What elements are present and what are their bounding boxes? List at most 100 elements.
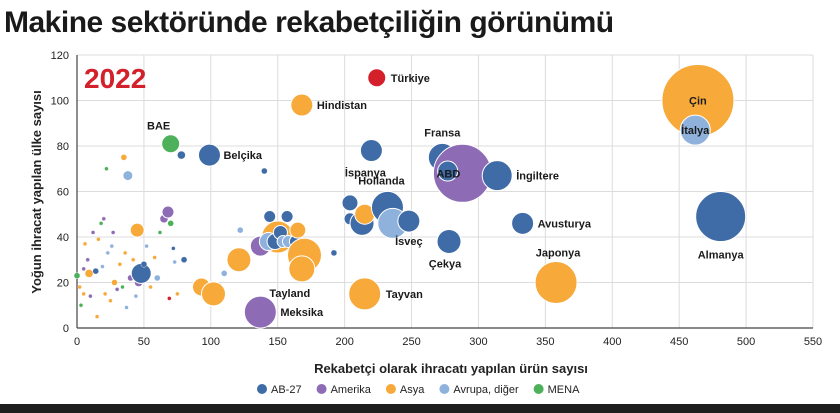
bubble [180,256,188,263]
x-tick-label: 450 [670,336,688,348]
bubble [82,241,88,247]
y-tick-label: 80 [57,141,69,153]
legend-item: Amerika [331,384,372,396]
x-tick-label: 300 [469,336,487,348]
x-tick-label: 250 [402,336,420,348]
page-title: Makine sektöründe rekabetçiliğin görünüm… [4,6,614,39]
bubble-label: Almanya [698,250,745,262]
bubble [237,226,244,234]
bubble [111,279,118,286]
x-tick-label: 100 [202,336,220,348]
y-tick-label: 60 [57,187,69,199]
bubble [81,266,86,272]
y-tick-label: 40 [57,232,69,244]
bubble-tayvan [348,277,382,311]
bubble [220,270,228,277]
bubble [104,166,109,171]
bubble-label: Çin [689,96,707,108]
bubble-çekya [436,229,462,255]
bubble [120,154,128,161]
bubble [167,220,174,227]
bubble [226,247,252,273]
x-tick-label: 400 [603,336,621,348]
x-tick-labels: 0 50 100 150 200 250 300 350 400 450 500 550 [74,336,822,348]
y-tick-label: 20 [57,278,69,290]
bubble [120,284,125,290]
bubble [105,250,110,256]
bubble-label: ABD [436,168,460,180]
bubble [117,262,123,267]
bubble-label: Meksika [280,307,324,319]
x-tick-label: 200 [335,336,353,348]
x-tick-label: 150 [269,336,287,348]
bubble [98,221,104,226]
bubble-label: Türkiye [391,73,430,85]
bubble [77,284,82,290]
legend-item: Asya [400,384,425,396]
bubble-bae [161,134,181,154]
bubble [102,291,108,297]
legend-item: Avrupa, diğer [453,384,519,396]
bubble-labels: BAE Belçika Meksika Tayland Hindistan Tayvan İ… [147,73,744,319]
bubble [81,291,86,297]
bubble [280,210,294,224]
bubble-label: Çekya [429,259,462,271]
legend-marker [316,384,327,394]
bubble [200,281,226,307]
bubble-chart: 0 20 40 60 80 100 120 0 50 100 150 200 250 300 350 400… [29,50,822,396]
bubble [154,274,161,282]
bubble [330,249,338,257]
bubble-tayland [288,255,316,283]
x-tick-label: 550 [804,336,822,348]
legend-item: MENA [548,384,580,396]
bubble [110,230,116,235]
bubble [263,210,277,224]
bubble [90,230,96,235]
x-tick-label: 500 [737,336,755,348]
bubble [92,267,99,275]
bubble [108,298,113,303]
bubble [152,255,157,260]
bubble-almanya [695,191,747,243]
bubble [114,287,120,292]
bubble-meksika [243,295,277,329]
x-tick-label: 50 [138,336,150,348]
bubble [157,230,163,235]
bubble-label: İspanya [345,167,387,180]
bubble [78,303,84,308]
bubbles [73,64,747,329]
legend-marker [257,384,267,394]
bubble [122,170,134,182]
bubble-label: Belçika [223,150,262,162]
bubble [88,293,93,299]
bubble [124,305,129,310]
bubble [144,243,149,249]
bubble [129,222,145,238]
bubble [161,205,175,219]
bubble-i̇sveç [397,209,421,233]
bubble [167,296,172,301]
y-tick-labels: 0 20 40 60 80 100 120 [51,50,69,335]
bubble-label: Tayvan [386,289,423,301]
bubble-avusturya [511,211,535,235]
bubble-label: İngiltere [516,170,559,183]
bubble [148,284,153,290]
bubble [85,257,90,262]
bottom-bar [0,404,840,413]
bubble [73,272,81,279]
bubble [261,167,268,175]
legend-marker [385,384,396,394]
bubble-belçika [197,143,221,167]
legend-item: AB-27 [271,384,302,396]
bubble [341,194,359,212]
bubble-label: İtalya [681,124,710,137]
bubble [140,261,148,268]
bubble-label: Hollanda [358,175,405,187]
bubble [289,221,307,239]
bubble-i̇spanya [359,139,383,163]
bubble-label: Avusturya [538,218,592,230]
bubble [133,293,139,299]
bubble-label: Japonya [536,248,582,260]
legend: AB-27 Amerika Asya Avrupa, diğer MENA [257,384,580,396]
x-tick-label: 0 [74,336,80,348]
